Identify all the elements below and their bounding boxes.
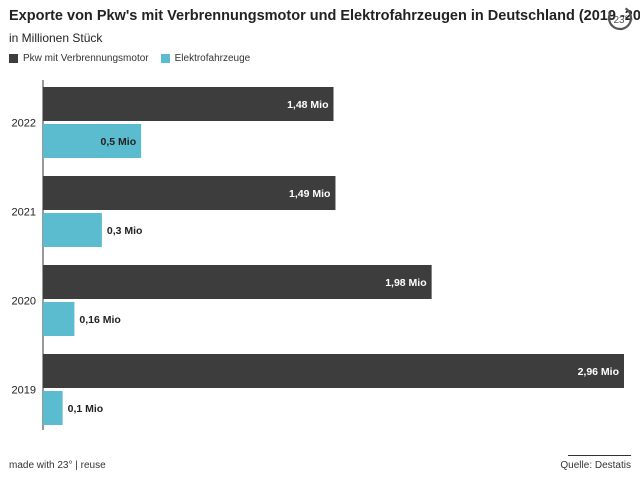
legend-label-elektro: Elektrofahrzeuge (174, 53, 251, 64)
chart-subtitle: in Millionen Stück (9, 31, 103, 45)
source-note: Quelle: Destatis (560, 460, 631, 471)
category-label: 2021 (12, 207, 36, 219)
chart-title: Exporte von Pkw's mit Verbrennungsmotor … (9, 8, 640, 24)
data-label: 1,49 Mio (289, 188, 330, 200)
legend-swatch-verbrenner (9, 54, 18, 63)
bar-elektro[interactable] (43, 302, 75, 336)
legend-item-elektro: Elektrofahrzeuge (160, 53, 251, 64)
category-label: 2019 (12, 385, 36, 397)
23-degrees-logo-icon[interactable]: 23° (606, 4, 634, 32)
bar-verbrenner[interactable] (43, 87, 334, 121)
legend-item-verbrenner: Pkw mit Verbrennungsmotor (9, 53, 149, 64)
bar-elektro[interactable] (43, 391, 63, 425)
bar-elektro[interactable] (43, 213, 102, 247)
data-label: 1,48 Mio (287, 99, 328, 111)
data-label: 0,5 Mio (101, 136, 137, 148)
legend: Pkw mit Verbrennungsmotor Elektrofahrzeu… (9, 53, 262, 64)
legend-label-verbrenner: Pkw mit Verbrennungsmotor (23, 53, 149, 64)
bar-verbrenner[interactable] (43, 354, 624, 388)
bar-elektro[interactable] (43, 124, 142, 158)
bar-verbrenner[interactable] (43, 265, 432, 299)
footer-divider (568, 455, 631, 456)
data-label: 0,16 Mio (79, 314, 120, 326)
made-with-link[interactable]: made with 23° | reuse (9, 460, 106, 471)
bar-verbrenner[interactable] (43, 176, 336, 210)
data-label: 0,3 Mio (107, 225, 143, 237)
data-label: 1,98 Mio (385, 277, 426, 289)
category-label: 2020 (12, 296, 36, 308)
logo-text: 23° (613, 15, 628, 26)
data-label: 2,96 Mio (578, 366, 619, 378)
data-label: 0,1 Mio (68, 403, 104, 415)
category-label: 2022 (12, 118, 36, 130)
legend-swatch-elektro (160, 54, 170, 63)
